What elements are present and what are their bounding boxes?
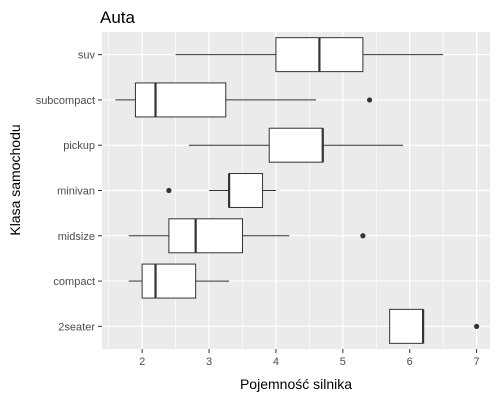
box-iqr [168, 218, 243, 254]
outlier-point [474, 323, 480, 329]
y-tick-label: midsize [58, 231, 95, 243]
y-tick-label: pickup [63, 140, 95, 152]
box-iqr [389, 308, 424, 344]
x-tick-label: 6 [407, 356, 413, 368]
box-midsize [128, 218, 366, 254]
x-tick-label: 7 [474, 356, 480, 368]
box-pickup [188, 127, 404, 163]
box-series [115, 37, 480, 344]
box-subcompact [115, 82, 373, 118]
x-tick-label: 2 [139, 356, 145, 368]
box-iqr [141, 263, 197, 299]
box-suv [175, 37, 444, 73]
x-tick-label: 4 [273, 356, 279, 368]
box-2seater [389, 308, 480, 344]
outlier-point [166, 187, 172, 194]
box-minivan [166, 173, 276, 208]
plot-panel [102, 32, 490, 349]
y-tick-label: minivan [57, 186, 95, 198]
y-axis-ticks: 2seater compact midsize minivan pickup subcom… [36, 50, 102, 333]
x-tick-label: 3 [206, 356, 212, 368]
y-axis-title: Klasa samochodu [7, 124, 23, 235]
chart-title: Auta [100, 8, 136, 27]
x-tick-label: 5 [340, 356, 346, 368]
x-axis-title: Pojemność silnika [240, 376, 352, 392]
outlier-point [366, 97, 373, 103]
y-tick-label: suv [78, 50, 96, 62]
box-iqr [268, 127, 324, 163]
x-axis-ticks: 2 3 4 5 6 7 [139, 349, 480, 368]
box-compact [128, 263, 230, 299]
box-iqr [228, 173, 264, 208]
y-tick-label: compact [53, 276, 95, 288]
y-tick-label: subcompact [36, 95, 95, 107]
y-tick-label: 2seater [58, 321, 95, 333]
outlier-point [360, 233, 366, 239]
box-iqr [134, 82, 227, 118]
